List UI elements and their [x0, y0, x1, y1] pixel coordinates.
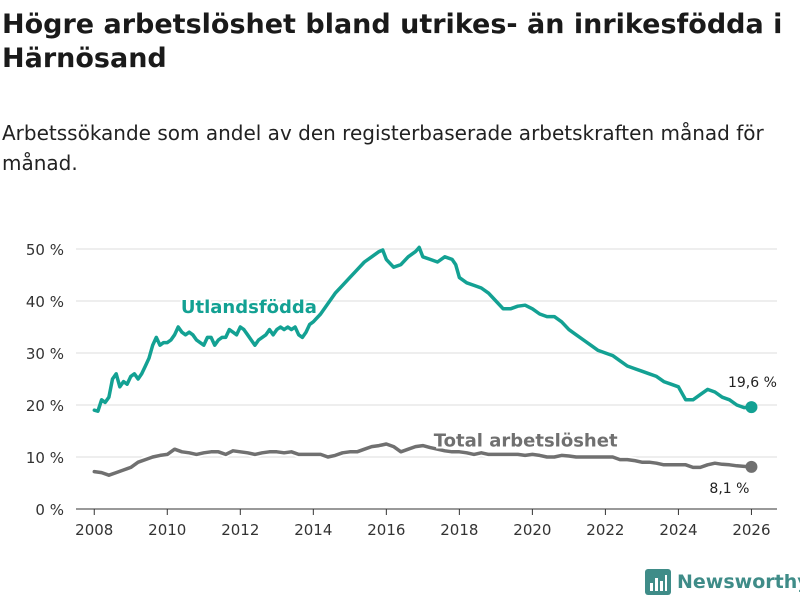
y-tick-label: 40 % — [26, 293, 64, 311]
series-total-line — [92, 442, 754, 477]
x-tick-label: 2022 — [586, 521, 624, 539]
y-tick-label: 0 % — [35, 501, 64, 519]
x-tick-label: 2008 — [75, 521, 113, 539]
x-tick-label: 2016 — [367, 521, 405, 539]
chart-subtitle: Arbetssökande som andel av den registerb… — [2, 121, 764, 175]
series-utlandsfodda-end-point — [745, 401, 758, 414]
x-tick-label: 2018 — [440, 521, 478, 539]
series-total-end-label: 8,1 % — [709, 481, 749, 497]
series-utlandsfodda-end-label: 19,6 % — [728, 375, 777, 391]
series-utlandsfodda-label: Utlandsfödda — [181, 297, 317, 318]
y-tick-label: 50 % — [26, 241, 64, 259]
series-total-label: Total arbetslöshet — [434, 431, 618, 452]
series-total-end-point — [745, 460, 758, 473]
x-tick-label: 2024 — [659, 521, 697, 539]
y-tick-label: 30 % — [26, 345, 64, 363]
y-tick-label: 10 % — [26, 449, 64, 467]
x-tick-label: 2010 — [148, 521, 186, 539]
brand-name: Newsworthy — [677, 571, 800, 593]
y-tick-label: 20 % — [26, 397, 64, 415]
x-tick-label: 2014 — [294, 521, 332, 539]
x-tick-label: 2020 — [513, 521, 551, 539]
x-tick-label: 2026 — [732, 521, 770, 539]
chart-title: Högre arbetslöshet bland utrikes- än inr… — [2, 9, 783, 74]
x-tick-label: 2012 — [221, 521, 259, 539]
series-total-halo — [90, 440, 755, 479]
series-utlandsfodda-line — [92, 245, 754, 413]
newsworthy-brand: Newsworthy — [645, 569, 800, 595]
newsworthy-logo-icon — [645, 569, 671, 595]
